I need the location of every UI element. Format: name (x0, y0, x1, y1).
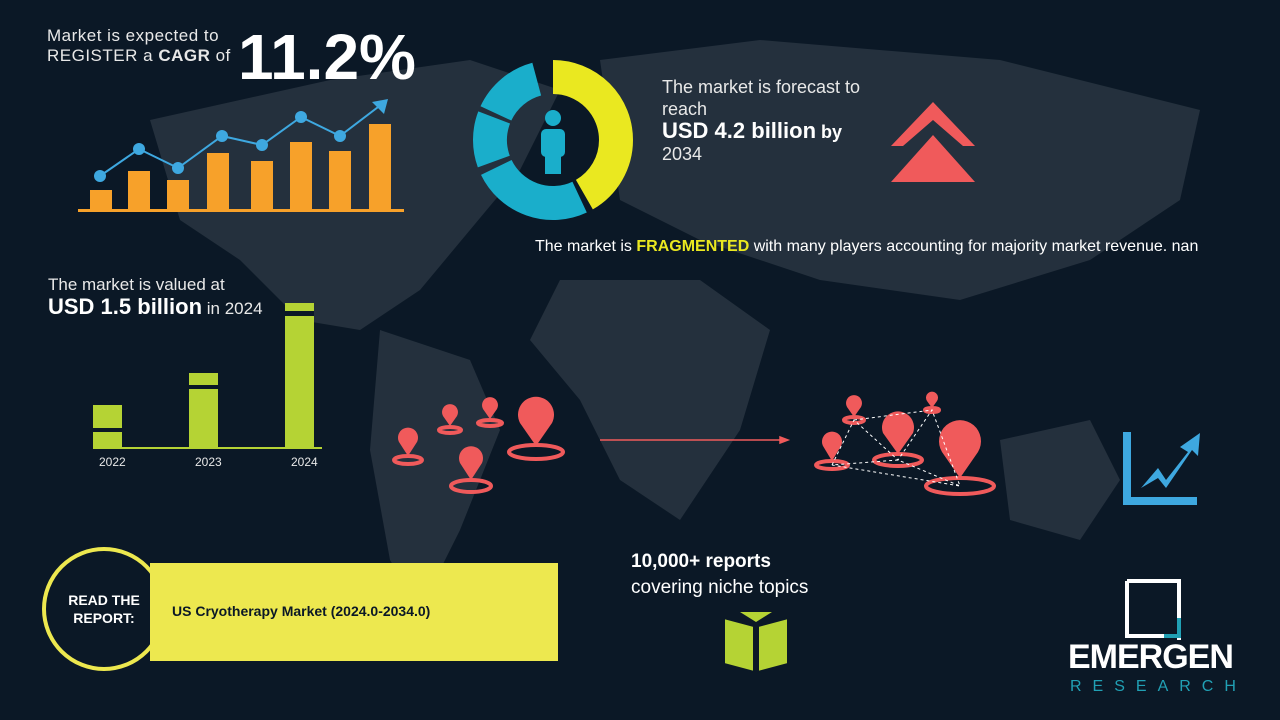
fragmented-text: The market is FRAGMENTED with many playe… (535, 238, 1199, 255)
emergen-logo-subtext: RESEARCH (1070, 678, 1247, 695)
forecast-year: 2034 (662, 144, 703, 164)
valued-text: The market is valued at USD 1.5 billion … (48, 274, 263, 320)
cagr-value: 11.2% (238, 21, 416, 93)
report-title-banner[interactable]: US Cryotherapy Market (2024.0-2034.0) (150, 563, 558, 661)
growth-arrow-icon (1123, 432, 1200, 505)
cagr-line1: Market is expected to (47, 26, 220, 45)
cagr-label: Market is expected to REGISTER a CAGR of (47, 26, 231, 66)
year-label: 2023 (195, 455, 222, 469)
reports-count-line1: 10,000+ reports (631, 551, 771, 572)
double-chevron-up-icon (891, 102, 975, 182)
growth-chart-icon (78, 99, 404, 212)
report-title[interactable]: US Cryotherapy Market (2024.0-2034.0) (172, 603, 431, 619)
forecast-pre: The market is forecast to reach (662, 77, 861, 119)
emergen-logo-text: EMERGEN (1068, 638, 1234, 676)
reports-count-line2: covering niche topics (631, 577, 809, 598)
forecast-text: The market is forecast to reach USD 4.2 … (662, 76, 902, 165)
location-network-icon (392, 391, 996, 496)
cagr-line2: REGISTER a CAGR of (47, 46, 231, 65)
open-book-icon (723, 612, 789, 674)
reports-count-text: 10,000+ reports covering niche topics (631, 549, 808, 601)
emergen-logo-mark (1125, 579, 1181, 640)
year-label: 2024 (291, 455, 318, 469)
donut-person-icon (473, 60, 633, 220)
valued-line: USD 1.5 billion in 2024 (48, 294, 263, 319)
valued-pre: The market is valued at (48, 275, 225, 294)
read-the-report-badge[interactable]: READ THE REPORT: (42, 547, 166, 671)
value-bars-icon (93, 303, 322, 449)
year-label: 2022 (99, 455, 126, 469)
forecast-value-line: USD 4.2 billion by (662, 118, 843, 143)
